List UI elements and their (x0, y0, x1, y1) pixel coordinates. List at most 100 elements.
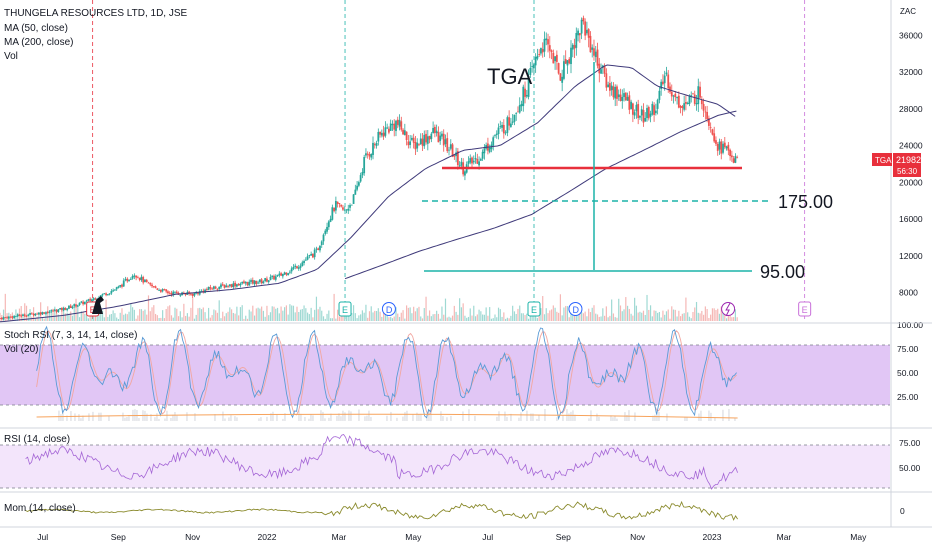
volume-bar (15, 309, 17, 321)
volume-bar (642, 310, 645, 321)
candle (568, 58, 571, 64)
vol20-bar (370, 416, 372, 421)
x-tick-label: Sep (111, 532, 126, 542)
rsi-legend[interactable]: RSI (14, close) (4, 434, 70, 445)
vol20-bar (336, 415, 338, 421)
volume-bar (269, 312, 272, 321)
volume-bar (292, 305, 295, 321)
volume-bar (271, 306, 273, 321)
volume-bar (524, 314, 526, 321)
volume-bar (199, 307, 201, 321)
vol20-bar (574, 414, 576, 421)
candle (223, 284, 226, 288)
candle (299, 265, 302, 268)
candle (621, 96, 624, 101)
volume-bar (264, 316, 266, 321)
vol20-legend[interactable]: Vol (20) (4, 344, 38, 355)
candle (495, 133, 498, 136)
mom-legend[interactable]: Mom (14, close) (4, 503, 76, 514)
legend-ma50[interactable]: MA (50, close) (4, 23, 68, 34)
earnings-marker[interactable] (338, 301, 352, 317)
legend-vol[interactable]: Vol (4, 51, 18, 62)
volume-bar (128, 311, 130, 321)
vol20-bar (348, 410, 350, 421)
candle (324, 230, 327, 234)
candle (218, 286, 221, 290)
candle (451, 144, 454, 157)
candle (706, 111, 709, 120)
volume-bar (381, 316, 383, 321)
candle (151, 284, 153, 287)
dividend-marker[interactable] (381, 302, 396, 316)
volume-bar (658, 312, 660, 321)
volume-bar (315, 296, 318, 321)
candle (13, 316, 16, 318)
candle (428, 135, 431, 140)
volume-bar (77, 306, 79, 321)
candle (129, 278, 132, 280)
candle (342, 207, 344, 210)
stoch-rsi-legend[interactable]: Stoch RSI (7, 3, 14, 14, close) (4, 330, 137, 341)
earnings-marker[interactable] (798, 301, 812, 317)
price-axis[interactable]: ZAC 8000 12000 16000 20000 24000 28000 32000 360… (899, 7, 923, 297)
split-marker-icon[interactable] (721, 302, 736, 316)
candle (135, 275, 138, 278)
momentum-line (25, 500, 738, 521)
candle (101, 294, 104, 296)
candle (315, 248, 318, 250)
legend-ma200[interactable]: MA (200, close) (4, 37, 73, 48)
candle (508, 117, 511, 126)
candle (246, 282, 249, 286)
candle (225, 285, 228, 288)
volume-bar (22, 314, 24, 321)
volume-bar (513, 311, 516, 321)
volume-bar (543, 314, 546, 321)
volume-bar (625, 297, 627, 321)
volume-bar (384, 313, 386, 321)
volume-bar (50, 310, 52, 321)
volume-bar (181, 317, 183, 321)
volume-bar (565, 305, 567, 321)
volume-bar (331, 318, 333, 321)
candle (605, 73, 608, 88)
candle (76, 305, 79, 307)
candle (442, 133, 445, 146)
candle (458, 165, 461, 167)
volume-bar (733, 317, 735, 321)
volume-bar (101, 310, 104, 321)
dividend-marker[interactable] (568, 302, 583, 316)
volume-bar (731, 317, 733, 321)
time-axis[interactable]: Jul Sep Nov 2022 Mar May Jul Sep Nov 2023 Mar May (37, 532, 867, 542)
earnings-marker[interactable] (527, 301, 541, 317)
candle (633, 112, 636, 116)
volume-bar (117, 318, 120, 321)
chart-title: THUNGELA RESOURCES LTD, 1D, JSE (4, 8, 188, 19)
volume-bar (637, 312, 639, 321)
candle (257, 282, 259, 284)
volume-bar (287, 314, 289, 321)
volume-bar (24, 303, 26, 321)
volume-bar (409, 307, 411, 321)
candle (0, 318, 1, 319)
candle (389, 123, 392, 131)
volume-bar (695, 301, 698, 321)
event-marker-label: E (342, 305, 348, 315)
candle (244, 281, 247, 284)
volume-bar (480, 311, 482, 321)
vol20-bar (428, 410, 430, 421)
x-tick-label: Jul (37, 532, 48, 542)
volume-bar (713, 308, 715, 321)
volume-bar (80, 311, 82, 321)
candle (312, 253, 314, 258)
candle (204, 289, 206, 293)
volume-bar (71, 315, 74, 321)
volume-bar (154, 313, 157, 321)
candle (370, 154, 373, 158)
candle (239, 283, 242, 286)
volume-bar (443, 314, 445, 321)
candle (524, 88, 526, 97)
volume-bar (34, 318, 36, 321)
candle (287, 273, 290, 276)
symbol-watermark: TGA (487, 64, 533, 89)
